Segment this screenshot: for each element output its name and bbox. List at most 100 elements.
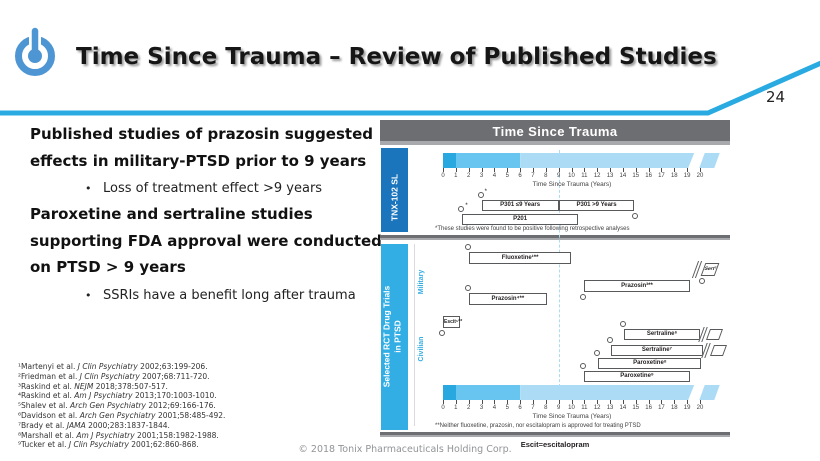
power-button-logo-icon [15, 25, 55, 76]
axis-tick-label: 12 [593, 405, 601, 411]
study-marker-circle [620, 321, 627, 327]
axis-tick [520, 400, 522, 404]
axis-tick [443, 400, 444, 404]
axis-tick [571, 168, 573, 172]
axis-tick-label: 2 [467, 405, 471, 411]
heading-prazosin: Published studies of prazosin suggested … [30, 125, 373, 170]
reference-line: ⁵Shalev et al. Arch Gen Psychiatry 2012;… [18, 401, 216, 411]
axis-tick [532, 168, 534, 172]
axis-tick [661, 400, 663, 404]
body-text-block: Published studies of prazosin suggested … [30, 121, 388, 308]
axis-tick [700, 400, 701, 404]
axis-tick [687, 400, 689, 404]
axis-tick [622, 168, 624, 172]
axis-tick [507, 168, 509, 172]
axis-tick [597, 400, 599, 404]
axis-tick-label: 1 [454, 173, 458, 179]
trial-bar-continuation [705, 329, 723, 340]
axis-tick [468, 400, 470, 404]
axis-tick-label: 20 [696, 173, 704, 179]
axis-tick [520, 168, 522, 172]
study-marker-circle [580, 294, 587, 300]
trial-bar-paroxetine-: Paroxetine⁹ [584, 371, 690, 382]
trial-bar-escit-: Escit⁵** [443, 316, 462, 328]
axis-tick [571, 400, 573, 404]
axis-tick [507, 400, 509, 404]
axis-tick-label: 20 [696, 405, 704, 411]
axis-tick-label: 4 [492, 173, 497, 179]
reference-list: ¹Martenyi et al. J Clin Psychiatry 2002;… [18, 362, 318, 450]
axis-tick-label: 15 [632, 173, 640, 179]
axis-tick [481, 168, 483, 172]
plot-left-edge [414, 244, 415, 426]
chart-title-bar: Time Since Trauma [380, 120, 730, 145]
axis-tick-label: 17 [658, 173, 665, 179]
trial-bar-sert-: Sert² [700, 263, 720, 276]
study-marker-circle [458, 206, 465, 212]
axis-tick [610, 168, 612, 172]
axis-tick-label: 9 [556, 405, 561, 411]
heading-ssri: Paroxetine and sertraline studies suppor… [30, 205, 382, 276]
timeline-bar-segment [455, 385, 521, 400]
axis-tick [481, 400, 483, 404]
axis-tick [455, 168, 457, 172]
timeline-bar-segment [443, 385, 456, 400]
axis-tick-label: 16 [645, 405, 652, 411]
section-divider-bar [380, 235, 730, 240]
trial-bar-p301-9-years: P301 ≤9 Years [481, 200, 559, 211]
axis-tick [687, 168, 689, 172]
timeline-bar-segment [520, 153, 694, 168]
reference-line: ³Raskind et al. NEJM 2018;378:507-517. [18, 381, 168, 391]
axis-tick-label: 8 [544, 173, 548, 179]
axis-tick [622, 400, 624, 404]
axis-tick-label: 3 [479, 405, 484, 411]
axis-tick-label: 4 [492, 405, 497, 411]
plot-area: 0 1 2 3 4 5 6 7 8 9 10 11 12 13 14 15 16 17 18 19 20 Time Sin… [380, 118, 730, 450]
timeline-bar-segment [699, 385, 721, 400]
axis-tick-label: 8 [544, 405, 548, 411]
axis-tick [545, 400, 547, 404]
trial-bar-continuation [709, 345, 727, 356]
axis-tick [468, 168, 470, 172]
study-marker-circle [439, 330, 445, 336]
bullet-dot: • [85, 182, 92, 195]
axis-tick [545, 168, 547, 172]
reference-line: ⁹Tucker et al. J Clin Psychiatry 2001;62… [18, 440, 199, 450]
axis-tick [494, 400, 496, 404]
reference-line: ²Friedman et al. J Clin Psychiatry 2007;… [18, 371, 210, 381]
positive-study-asterisk: * [465, 202, 468, 209]
axis-tick [610, 400, 612, 404]
axis-tick-label: 9 [556, 173, 561, 179]
trial-bar-p301-9-years: P301 >9 Years [558, 200, 635, 211]
axis-tick-label: 7 [531, 173, 535, 179]
axis-tick [674, 400, 676, 404]
axis-tick-label: 0 [441, 173, 445, 179]
axis-tick-label: 11 [581, 405, 588, 411]
axis-tick-label: 15 [632, 405, 640, 411]
reference-line: ⁴Raskind et al. Am J Psychiatry 2013;170… [18, 391, 217, 401]
axis-tick-label: 5 [505, 405, 509, 411]
axis-tick-label: 7 [531, 405, 535, 411]
page-number: 24 [766, 88, 786, 106]
study-marker-circle [632, 213, 639, 219]
study-marker-circle [477, 192, 484, 198]
axis-tick-label: 17 [658, 405, 665, 411]
axis-tick-label: 19 [683, 173, 691, 179]
reference-line: ⁷Brady et al. JAMA 2000;283:1837-1844. [18, 420, 170, 430]
axis-tick-label: 10 [568, 405, 575, 411]
bullet-ssri-benefit: • SSRIs have a benefit long after trauma [30, 283, 388, 308]
study-marker-circle [464, 285, 471, 291]
trial-bar-p201: P201 [462, 214, 578, 225]
timeline-bar-segment [699, 153, 721, 168]
trial-bar-sertraline-: Sertraline⁶ [624, 329, 700, 340]
axis-tick-label: 10 [568, 173, 575, 179]
axis-tick-label: 6 [518, 173, 522, 179]
axis-tick-label: 13 [606, 173, 614, 179]
axis-tick [558, 400, 560, 404]
axis-tick-label: 18 [670, 173, 678, 179]
positive-study-asterisk: * [484, 188, 488, 195]
axis-tick-label: 12 [593, 173, 601, 179]
axis-tick-label: 19 [683, 405, 691, 411]
trial-bar-prazosin-: Prazosin³** [584, 280, 690, 292]
footnote-not-approved: **Neither fluoxetine, prazosin, nor esci… [435, 423, 641, 429]
